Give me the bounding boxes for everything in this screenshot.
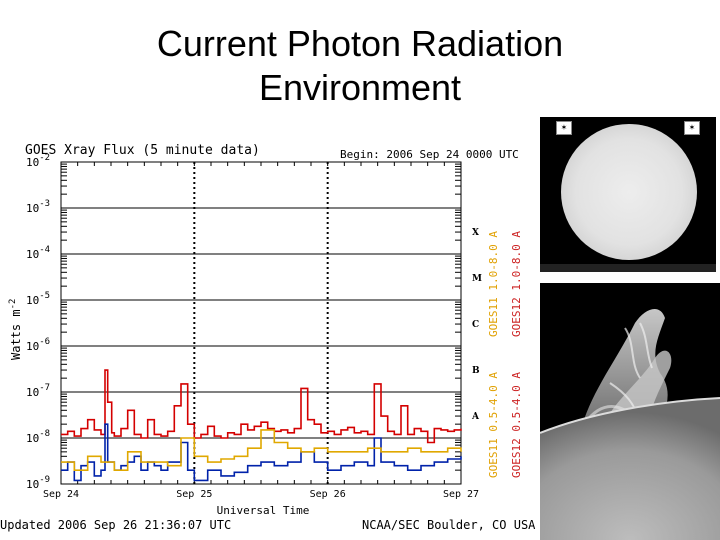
updated-label: Updated 2006 Sep 26 21:36:07 UTC (0, 518, 231, 532)
chart-title: GOES Xray Flux (5 minute data) (25, 143, 260, 158)
y-tick-exponent: -8 (39, 429, 50, 439)
slide-title-line2: Environment (258, 67, 462, 108)
prominence-svg (540, 283, 720, 540)
series-goes11-short (61, 423, 462, 482)
y-axis-label: Watts m-2 (8, 299, 23, 360)
y-tick-label: 10-4 (26, 245, 50, 261)
flare-class-label: X (472, 228, 479, 238)
y-tick-exponent: -3 (39, 199, 50, 209)
text-layer: GOES Xray Flux (5 minute data) Begin: 20… (0, 143, 536, 532)
y-tick-exponent: -9 (39, 475, 50, 485)
flare-class-label: A (471, 412, 480, 422)
flare-class-label: C (472, 320, 479, 330)
y-tick-base: 10 (26, 386, 39, 399)
y-tick-exponent: -2 (39, 153, 50, 163)
svg-text:Watts m-2: Watts m-2 (8, 299, 23, 360)
sun-disk-image: ✶ ✶ (540, 117, 716, 272)
credit-label: NCAA/SEC Boulder, CO USA (362, 518, 536, 532)
y-tick-label: 10-5 (26, 291, 50, 307)
series-label-goes11-long: GOES11 1.0-8.0 A (487, 231, 500, 337)
x-axis-label: Universal Time (217, 504, 310, 517)
y-tick-exponent: -5 (39, 291, 50, 301)
corner-logo-right: ✶ (684, 121, 700, 135)
image-caption-strip (540, 264, 716, 272)
sun-disk (561, 124, 697, 260)
y-tick-label: 10-9 (26, 475, 50, 491)
series-goes11-long (61, 369, 462, 444)
y-tick-label: 10-3 (26, 199, 50, 215)
y-tick-label: 10-8 (26, 429, 50, 445)
y-tick-base: 10 (26, 156, 39, 169)
y-axis-label-sup: -2 (8, 299, 18, 310)
slide-title-line1: Current Photon Radiation (156, 23, 564, 64)
goes-xray-chart: GOES Xray Flux (5 minute data) Begin: 20… (0, 143, 536, 532)
y-tick-base: 10 (26, 340, 39, 353)
y-tick-label: 10-2 (26, 153, 50, 169)
y-tick-exponent: -4 (39, 245, 50, 255)
y-tick-base: 10 (26, 202, 39, 215)
y-tick-label: 10-7 (26, 383, 50, 399)
flare-class-label: B (472, 366, 480, 376)
solar-prominence-image (540, 283, 720, 540)
chart-begin-label: Begin: 2006 Sep 24 0000 UTC (340, 148, 519, 161)
flare-class-label: M (472, 274, 482, 284)
x-tick-label: Sep 25 (176, 489, 212, 500)
y-tick-label: 10-6 (26, 337, 50, 353)
slide-title: Current Photon Radiation Environment (0, 22, 720, 110)
series-label-goes12-long: GOES12 1.0-8.0 A (510, 231, 523, 337)
y-tick-exponent: -7 (39, 383, 50, 393)
y-tick-exponent: -6 (39, 337, 50, 347)
series-layer (61, 369, 462, 482)
x-tick-label: Sep 24 (43, 489, 79, 500)
y-tick-base: 10 (26, 478, 39, 491)
x-tick-label: Sep 27 (443, 489, 479, 500)
y-axis-label-text: Watts m (9, 309, 23, 360)
corner-logo-left: ✶ (556, 121, 572, 135)
series-label-goes12-short: GOES12 0.5-4.0 A (510, 372, 523, 478)
series-goes12-long (61, 429, 462, 472)
x-tick-label: Sep 26 (310, 489, 346, 500)
y-tick-base: 10 (26, 248, 39, 261)
series-label-goes11-short: GOES11 0.5-4.0 A (487, 372, 500, 478)
solar-limb (540, 397, 720, 540)
y-tick-base: 10 (26, 432, 39, 445)
y-tick-base: 10 (26, 294, 39, 307)
